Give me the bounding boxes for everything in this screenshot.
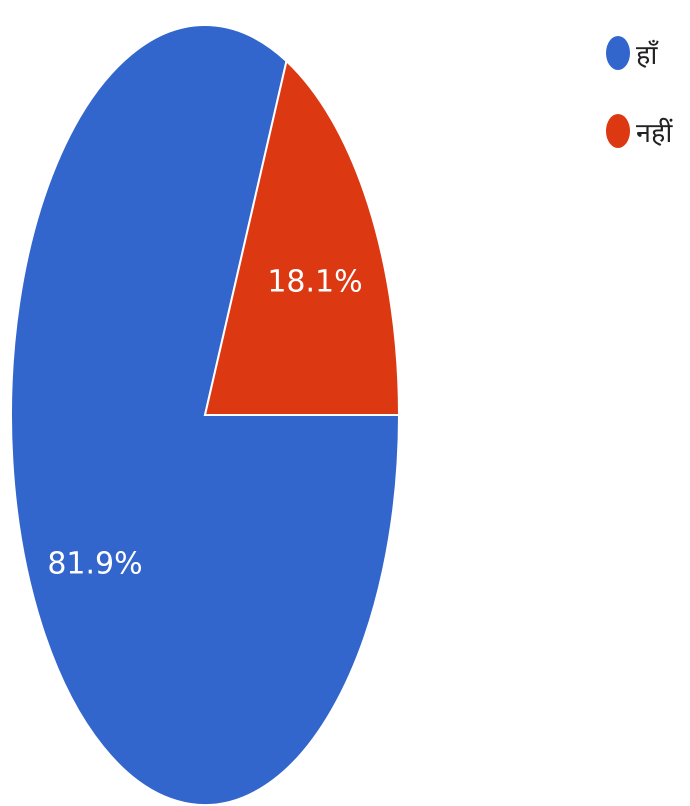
legend-swatch-no xyxy=(606,114,630,148)
legend-label-yes: हाँ xyxy=(636,39,658,71)
pie-slice-no[interactable] xyxy=(203,59,401,416)
legend-item-no[interactable]: नहीं xyxy=(606,106,672,156)
legend-item-yes[interactable]: हाँ xyxy=(606,28,672,78)
data-label-yes: 81.9% xyxy=(47,547,142,582)
legend-label-no: नहीं xyxy=(636,117,673,149)
legend-swatch-yes xyxy=(606,36,630,70)
data-label-no: 18.1% xyxy=(267,265,362,300)
legend: हाँ नहीं xyxy=(606,28,672,184)
